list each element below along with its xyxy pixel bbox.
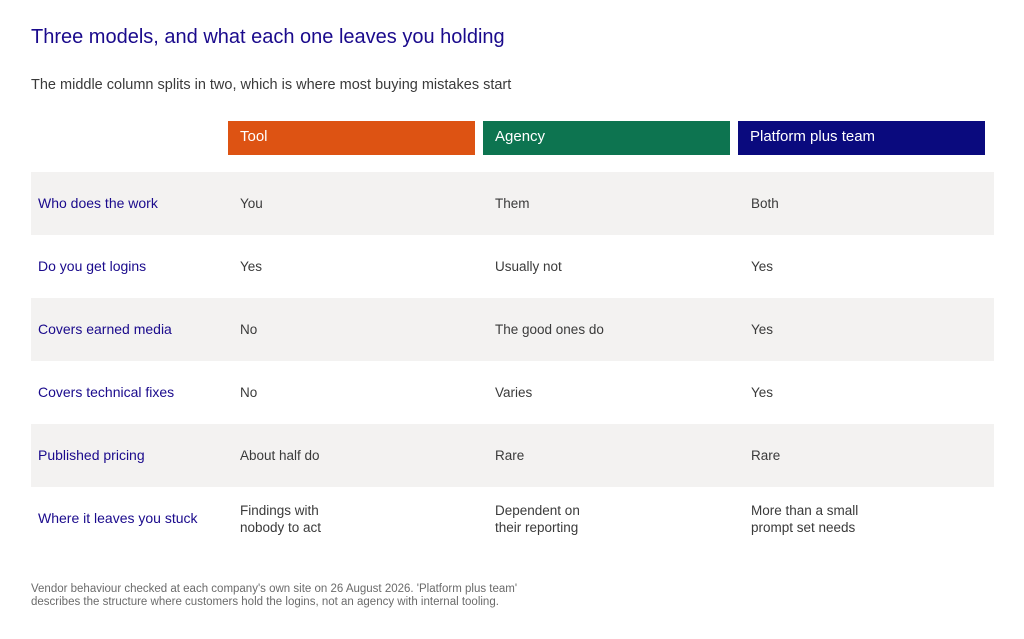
row-label: Who does the work [38, 195, 158, 211]
cell-platform: Both [751, 196, 779, 211]
cell-tool: You [240, 196, 263, 211]
table-row: Covers earned media No The good ones do … [31, 298, 994, 361]
footnote-line: describes the structure where customers … [31, 596, 499, 608]
cell-platform: Yes [751, 259, 774, 274]
cell-platform: More than a small prompt set needs [751, 502, 859, 535]
cell-agency: Them [495, 196, 530, 211]
cell-platform: Yes [751, 322, 774, 337]
row-label: Where it leaves you stuck [38, 510, 198, 526]
cell-agency: Usually not [495, 259, 562, 274]
cell-agency: The good ones do [495, 322, 604, 337]
row-label: Do you get logins [38, 258, 147, 274]
cell-agency: Dependent on their reporting [495, 502, 580, 535]
footnote-line: Vendor behaviour checked at each company… [31, 583, 518, 595]
row-label: Covers technical fixes [38, 384, 175, 400]
cell-agency: Rare [495, 448, 525, 463]
cell-agency: Varies [495, 385, 533, 400]
cell-tool: Findings with nobody to act [240, 502, 322, 535]
cell-tool: No [240, 385, 258, 400]
table-row: Do you get logins Yes Usually not Yes [31, 235, 994, 298]
cell-tool: No [240, 322, 258, 337]
cell-tool: About half do [240, 448, 320, 463]
table-row: Who does the work You Them Both [31, 172, 994, 235]
row-label: Published pricing [38, 447, 145, 463]
table-row: Where it leaves you stuck Findings with … [31, 487, 994, 550]
footnote: Vendor behaviour checked at each company… [31, 583, 631, 609]
column-header-platform-plus-team: Platform plus team [738, 121, 985, 155]
column-header-agency: Agency [483, 121, 730, 155]
table-row: Published pricing About half do Rare Rar… [31, 424, 994, 487]
cell-platform: Rare [751, 448, 781, 463]
page-subtitle: The middle column splits in two, which i… [31, 77, 512, 93]
cell-platform: Yes [751, 385, 774, 400]
cell-tool: Yes [240, 259, 263, 274]
table-row: Covers technical fixes No Varies Yes [31, 361, 994, 424]
column-header-tool: Tool [228, 121, 475, 155]
page-title: Three models, and what each one leaves y… [31, 26, 505, 48]
row-label: Covers earned media [38, 321, 172, 337]
